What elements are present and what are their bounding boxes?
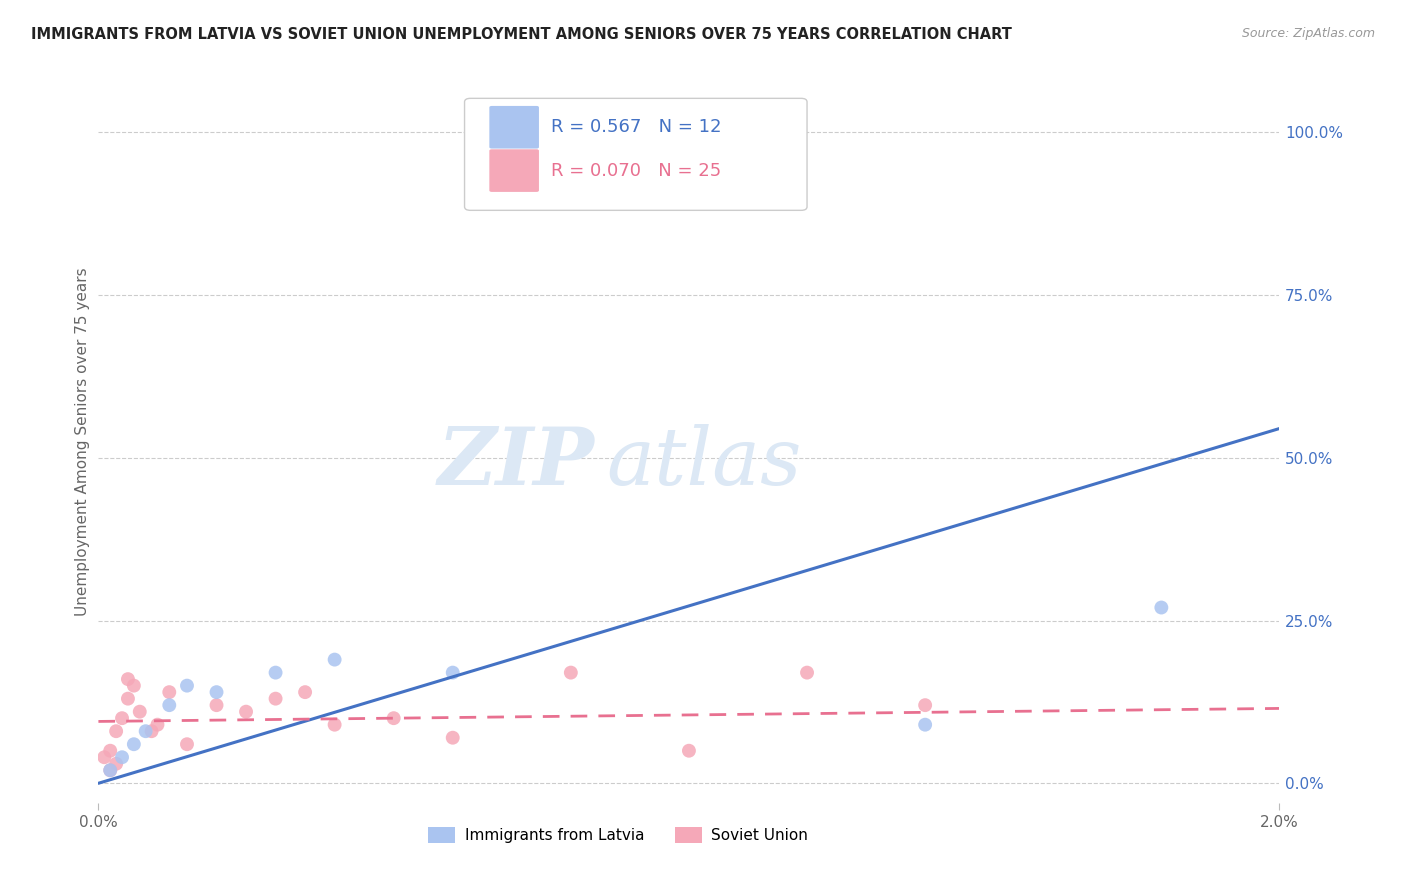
Point — [157, 698, 180, 713]
Point — [105, 724, 128, 739]
Point — [128, 705, 150, 719]
Point — [1150, 600, 1173, 615]
Point — [441, 731, 464, 745]
Point — [176, 679, 198, 693]
Point — [294, 685, 316, 699]
Point — [264, 665, 287, 680]
Point — [205, 698, 228, 713]
Point — [323, 717, 346, 731]
Point — [441, 665, 464, 680]
Text: ZIP: ZIP — [437, 425, 595, 502]
Text: R = 0.070   N = 25: R = 0.070 N = 25 — [551, 161, 721, 179]
Text: R = 0.567   N = 12: R = 0.567 N = 12 — [551, 119, 721, 136]
Point — [471, 125, 494, 139]
Point — [382, 711, 405, 725]
FancyBboxPatch shape — [489, 149, 538, 192]
Point — [122, 679, 145, 693]
Point — [560, 665, 582, 680]
Point — [914, 698, 936, 713]
Point — [146, 717, 169, 731]
Point — [98, 764, 121, 778]
Point — [235, 705, 257, 719]
Point — [157, 685, 180, 699]
FancyBboxPatch shape — [464, 98, 807, 211]
Point — [176, 737, 198, 751]
Point — [796, 665, 818, 680]
Point — [98, 744, 121, 758]
Y-axis label: Unemployment Among Seniors over 75 years: Unemployment Among Seniors over 75 years — [75, 268, 90, 615]
Point — [141, 724, 163, 739]
Point — [323, 652, 346, 666]
Point — [264, 691, 287, 706]
Point — [914, 717, 936, 731]
Text: Source: ZipAtlas.com: Source: ZipAtlas.com — [1241, 27, 1375, 40]
Text: IMMIGRANTS FROM LATVIA VS SOVIET UNION UNEMPLOYMENT AMONG SENIORS OVER 75 YEARS : IMMIGRANTS FROM LATVIA VS SOVIET UNION U… — [31, 27, 1012, 42]
Point — [117, 691, 139, 706]
Point — [205, 685, 228, 699]
Point — [93, 750, 115, 764]
Point — [111, 711, 134, 725]
Legend: Immigrants from Latvia, Soviet Union: Immigrants from Latvia, Soviet Union — [422, 822, 814, 849]
FancyBboxPatch shape — [489, 106, 538, 149]
Point — [105, 756, 128, 771]
Point — [117, 672, 139, 686]
Point — [98, 764, 121, 778]
Point — [111, 750, 134, 764]
Point — [135, 724, 157, 739]
Text: atlas: atlas — [606, 425, 801, 502]
Point — [678, 744, 700, 758]
Point — [122, 737, 145, 751]
